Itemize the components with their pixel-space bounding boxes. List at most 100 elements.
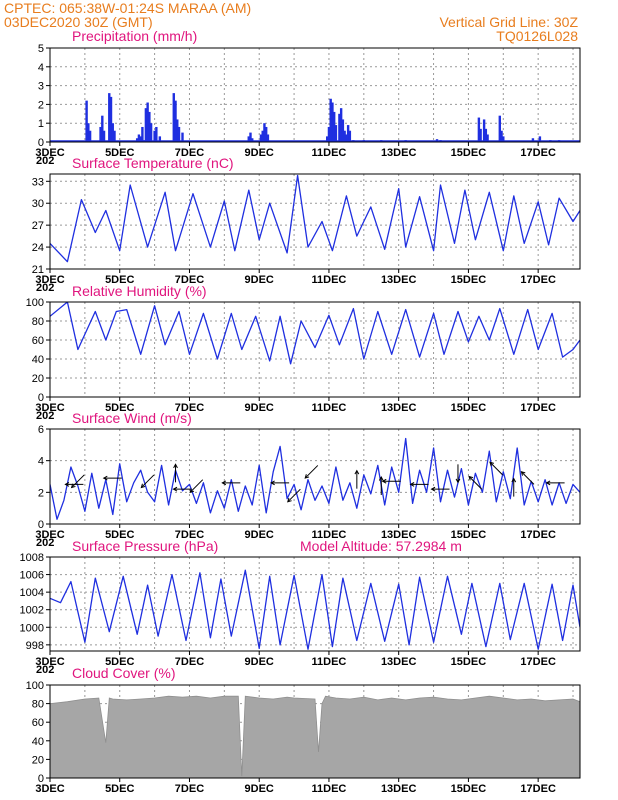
- wind-vector-head: [511, 477, 517, 483]
- y-tick-label: 60: [32, 335, 44, 347]
- panels: 0 1 2 3 4 5 3DEC 5DEC 7DEC 9DEC 11DEC 13DEC 15DEC 17D…: [20, 28, 581, 795]
- precip-bar: [502, 136, 505, 142]
- x-tick-label: 17DEC: [520, 274, 556, 286]
- data-precipitation: [50, 93, 580, 142]
- precip-bar: [109, 96, 113, 142]
- y-tick-label: 1008: [20, 552, 44, 564]
- wind-vector-head: [304, 474, 310, 479]
- x-tick-label: 11DEC: [312, 274, 347, 286]
- wind-vector-shaft: [71, 474, 85, 488]
- panel-pressure: 998 1000 1002 1004 1006 1008 3DEC 5DEC 7DEC 9DEC 1…: [20, 538, 581, 676]
- precip-bar: [538, 136, 542, 142]
- x-tick-label: 15DEC: [451, 656, 487, 668]
- precip-bar: [144, 108, 148, 142]
- wind-vector-head: [354, 469, 360, 475]
- wind-vector-arrow: [381, 478, 401, 484]
- y-tick-label: 40: [32, 354, 44, 366]
- precip-bar: [251, 138, 254, 142]
- precip-bar: [343, 130, 346, 142]
- y-tick-label: 21: [32, 264, 44, 276]
- wind-vector-shaft: [287, 488, 301, 503]
- panel-title-pressure: Surface Pressure (hPa): [72, 538, 218, 554]
- x-tick-label: 3DEC: [35, 402, 64, 414]
- y-tick-label: 20: [32, 373, 44, 385]
- precip-bar: [482, 119, 486, 142]
- pressure-series-line: [50, 569, 580, 650]
- x-tick-label: 3DEC: [35, 147, 64, 159]
- x-tick-label: 15DEC: [451, 147, 487, 159]
- x-year-stub: 202: [36, 664, 54, 676]
- wind-vector-arrow: [520, 471, 535, 485]
- panel-frame-cloud: [49, 684, 581, 779]
- precip-bar: [174, 100, 177, 142]
- y-tick-label: 100: [26, 680, 44, 692]
- precip-bar: [498, 115, 502, 142]
- precip-bar: [108, 93, 111, 142]
- precip-bar: [139, 136, 142, 142]
- x-tick-label: 15DEC: [451, 402, 487, 414]
- wind-vector-arrow: [189, 479, 204, 494]
- precip-bar: [87, 123, 90, 142]
- wind-vector-arrow: [354, 469, 360, 489]
- precip-bar: [101, 115, 104, 142]
- wind-vector-shaft: [521, 471, 535, 485]
- x-tick-label: 9DEC: [245, 147, 274, 159]
- panel-title-humidity: Relative Humidity (%): [72, 283, 207, 299]
- x-tick-label: 9DEC: [245, 783, 274, 795]
- y-tick-label: 27: [32, 220, 44, 232]
- wind-vector-arrow: [221, 480, 241, 486]
- wind-vector-arrow: [173, 463, 178, 483]
- panel-temperature: 21 24 27 30 33 3DEC 5DEC 7DEC 9DEC 11DEC 13DEC 15DE…: [32, 155, 581, 294]
- precip-bar: [477, 117, 481, 142]
- wind-vector-head: [409, 482, 415, 487]
- y-tick-label: 33: [32, 176, 44, 188]
- y-tick-label: 1002: [20, 605, 44, 617]
- y-tick-label: 0: [38, 773, 44, 785]
- wind-vector-head: [102, 475, 108, 481]
- precip-bar: [172, 93, 175, 142]
- y-tick-label: 20: [32, 754, 44, 766]
- wind-vector-head: [545, 480, 551, 486]
- x-tick-label: 15DEC: [451, 783, 487, 795]
- wind-vector-head: [489, 461, 494, 467]
- precip-bar: [249, 132, 252, 142]
- precip-bar: [99, 126, 102, 142]
- precip-bar: [327, 126, 331, 142]
- x-tick-label: 17DEC: [520, 147, 556, 159]
- y-tick-label: 0: [38, 137, 44, 149]
- x-tick-label: 9DEC: [245, 529, 274, 541]
- wind-vector-arrow: [430, 486, 450, 492]
- panel-title-temperature: Surface Temperature (nC): [72, 155, 234, 171]
- precip-bar: [247, 136, 250, 142]
- y-tick-label: 998: [26, 640, 44, 652]
- precip-bar: [338, 113, 341, 142]
- wind-vector-head: [381, 478, 387, 484]
- wind-series-line: [50, 437, 580, 520]
- x-tick-label: 9DEC: [245, 274, 274, 286]
- precip-bar: [102, 130, 106, 142]
- wind-vector-head: [430, 486, 436, 492]
- x-tick-label: 5DEC: [105, 529, 134, 541]
- x-tick-label: 13DEC: [381, 274, 417, 286]
- precip-bar: [137, 134, 141, 142]
- precip-bar: [177, 126, 181, 142]
- precip-bar: [113, 130, 116, 142]
- x-tick-label: 17DEC: [520, 402, 556, 414]
- x-tick-label: 17DEC: [520, 656, 556, 668]
- x-tick-label: 11DEC: [312, 147, 347, 159]
- panel-title-precipitation: Precipitation (mm/h): [72, 28, 197, 44]
- data-pressure: [50, 569, 580, 650]
- y-tick-label: 60: [32, 717, 44, 729]
- x-tick-label: 5DEC: [105, 656, 134, 668]
- panel-title-wind: Surface Wind (m/s): [72, 410, 192, 426]
- precip-bar: [111, 123, 114, 142]
- precip-bar: [484, 128, 488, 142]
- wind-vector-head: [173, 463, 178, 469]
- wind-vector-arrow: [409, 482, 429, 487]
- panel-precipitation: 0 1 2 3 4 5 3DEC 5DEC 7DEC 9DEC 11DEC 13DEC 15DEC 17D…: [35, 28, 581, 167]
- x-tick-label: 5DEC: [105, 783, 134, 795]
- panel-cloud: 0 20 40 60 80 100 3DEC 5DEC 7DEC 9DEC 11DEC 13DEC 15…: [26, 665, 581, 795]
- precip-bar: [334, 125, 338, 142]
